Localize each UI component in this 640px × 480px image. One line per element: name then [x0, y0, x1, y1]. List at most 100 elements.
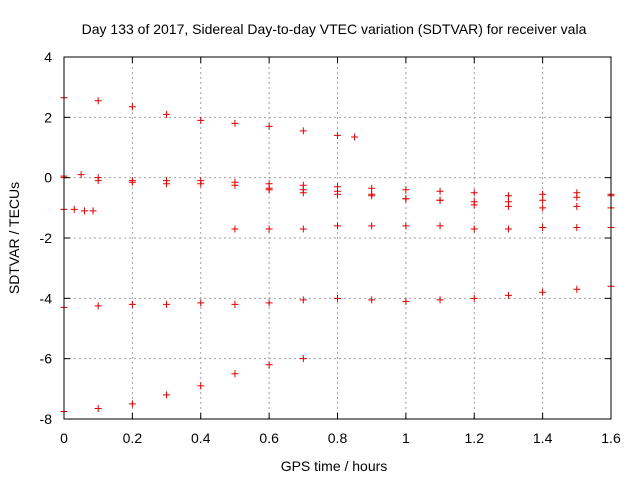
- data-point: [368, 184, 376, 192]
- data-point: [299, 127, 307, 135]
- data-point: [504, 225, 512, 233]
- data-point: [436, 296, 444, 304]
- y-tick-label: -6: [40, 351, 53, 367]
- series-satellite-4: [265, 186, 615, 212]
- x-tick-label: 1.4: [533, 430, 553, 446]
- data-point: [334, 294, 341, 302]
- data-point: [402, 222, 410, 230]
- data-point: [265, 122, 273, 130]
- data-point: [470, 225, 478, 233]
- data-point: [368, 296, 376, 304]
- data-point: [94, 404, 102, 412]
- x-tick-labels: 0 0.2 0.4 0.6 0.8 1 1.2 1.4 1.6: [60, 430, 621, 446]
- x-tick-label: 1: [402, 430, 410, 446]
- x-tick-label: 0.8: [328, 430, 348, 446]
- data-point: [81, 207, 89, 215]
- data-point: [197, 299, 205, 307]
- data-point: [231, 300, 239, 308]
- data-point: [504, 291, 512, 299]
- x-tick-label: 0.6: [259, 430, 279, 446]
- y-tick-label: 4: [44, 49, 52, 65]
- y-tick-label: -4: [40, 290, 53, 306]
- data-point: [573, 223, 581, 231]
- data-point: [77, 171, 85, 179]
- y-tick-label: 0: [44, 170, 52, 186]
- data-point: [163, 300, 171, 308]
- data-point: [470, 189, 478, 197]
- data-point: [351, 133, 359, 141]
- data-point: [299, 355, 307, 363]
- data-point: [128, 103, 136, 111]
- data-point: [231, 370, 239, 378]
- data-point: [539, 288, 547, 296]
- y-tick-label: 2: [44, 109, 52, 125]
- data-point: [539, 223, 547, 231]
- data-point: [539, 204, 547, 212]
- x-tick-label: 1.6: [601, 430, 621, 446]
- chart-title: Day 133 of 2017, Sidereal Day-to-day VTE…: [82, 21, 587, 37]
- data-point: [89, 207, 97, 215]
- data-point: [128, 400, 136, 408]
- data-point: [402, 297, 410, 305]
- data-point: [70, 205, 78, 213]
- data-point: [231, 119, 239, 127]
- data-points: [60, 94, 615, 415]
- data-point: [163, 110, 171, 118]
- x-tick-label: 0.2: [123, 430, 143, 446]
- data-point: [436, 196, 444, 204]
- data-point: [94, 97, 102, 105]
- series-satellite-8: [60, 355, 307, 415]
- data-point: [163, 180, 171, 188]
- data-point: [504, 202, 512, 210]
- data-point: [94, 177, 102, 185]
- data-point: [265, 186, 273, 194]
- x-tick-label: 0.4: [191, 430, 211, 446]
- data-point: [436, 187, 444, 195]
- data-point: [470, 294, 478, 302]
- data-point: [402, 186, 410, 194]
- x-tick-label: 1.2: [465, 430, 485, 446]
- data-point: [231, 225, 239, 233]
- data-point: [539, 196, 547, 204]
- axis-ticks: [63, 56, 612, 420]
- x-tick-label: 0: [60, 430, 68, 446]
- data-point: [265, 299, 273, 307]
- data-point: [334, 190, 341, 198]
- data-point: [94, 302, 102, 310]
- y-tick-labels: -8 -6 -4 -2 0 2 4: [40, 49, 53, 427]
- series-satellite-7: [60, 282, 615, 311]
- data-point: [368, 222, 376, 230]
- series-satellite-6: [231, 222, 615, 233]
- data-point: [197, 180, 205, 188]
- y-axis-label: SDTVAR / TECUs: [6, 182, 22, 294]
- data-point: [334, 131, 341, 139]
- data-point: [573, 285, 581, 293]
- x-axis-label: GPS time / hours: [281, 458, 388, 474]
- data-point: [573, 193, 581, 201]
- data-point: [470, 201, 478, 209]
- data-point: [368, 192, 376, 200]
- y-tick-label: -8: [40, 411, 53, 427]
- data-point: [573, 202, 581, 210]
- y-tick-label: -2: [40, 230, 53, 246]
- data-point: [197, 382, 205, 390]
- data-point: [539, 190, 547, 198]
- data-point: [163, 391, 171, 399]
- series-satellite-5: [60, 205, 97, 215]
- data-point: [265, 361, 273, 369]
- data-point: [436, 222, 444, 230]
- data-point: [299, 225, 307, 233]
- data-point: [334, 222, 341, 230]
- data-point: [231, 181, 239, 189]
- grid-lines: [64, 57, 611, 419]
- data-point: [402, 195, 410, 203]
- data-point: [299, 296, 307, 304]
- data-point: [299, 189, 307, 197]
- data-point: [265, 225, 273, 233]
- data-point: [128, 178, 136, 186]
- series-satellite-1: [60, 94, 359, 141]
- data-point: [504, 192, 512, 200]
- data-point: [197, 116, 205, 124]
- data-point: [128, 300, 136, 308]
